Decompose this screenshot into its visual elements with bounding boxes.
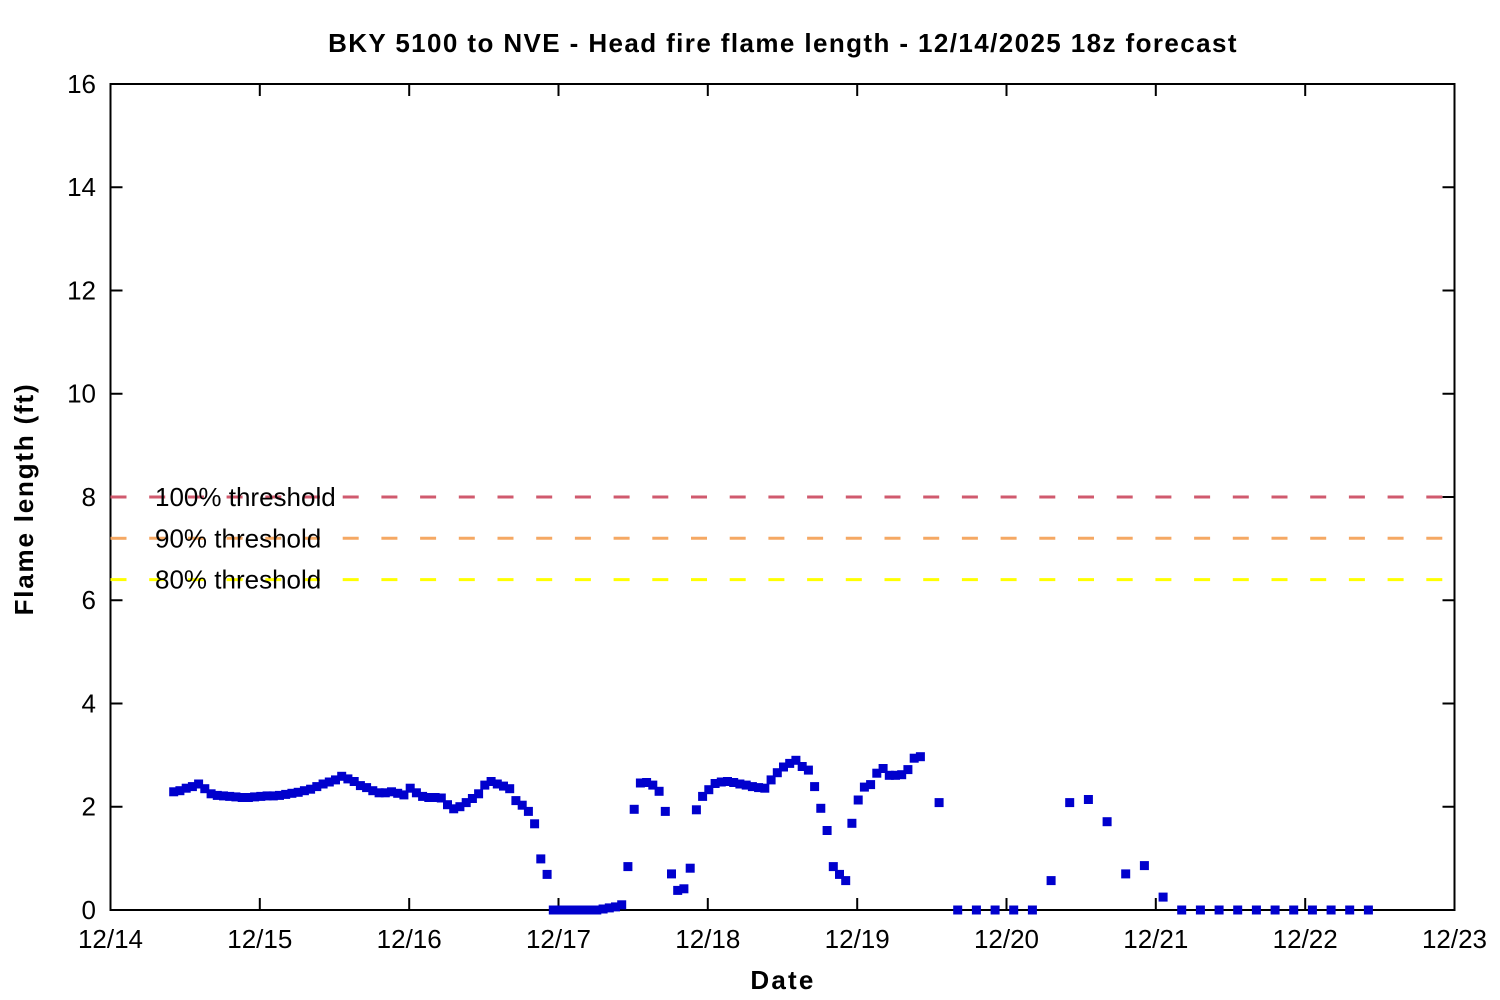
svg-text:12/22: 12/22 [1273, 924, 1338, 954]
svg-text:90% threshold: 90% threshold [155, 523, 321, 553]
svg-text:12/23: 12/23 [1422, 924, 1487, 954]
svg-text:12: 12 [67, 275, 96, 305]
svg-text:6: 6 [82, 585, 96, 615]
svg-text:12/20: 12/20 [974, 924, 1039, 954]
svg-text:12/18: 12/18 [675, 924, 740, 954]
svg-text:12/16: 12/16 [377, 924, 442, 954]
svg-text:BKY 5100 to NVE - Head fire fl: BKY 5100 to NVE - Head fire flame length… [328, 28, 1238, 58]
svg-text:12/19: 12/19 [825, 924, 890, 954]
svg-text:8: 8 [82, 482, 96, 512]
svg-text:Date: Date [750, 965, 815, 995]
svg-text:12/17: 12/17 [526, 924, 591, 954]
svg-text:100% threshold: 100% threshold [155, 482, 336, 512]
svg-text:10: 10 [67, 379, 96, 409]
svg-text:80% threshold: 80% threshold [155, 565, 321, 595]
svg-text:4: 4 [82, 688, 96, 718]
svg-text:0: 0 [82, 895, 96, 925]
svg-text:12/15: 12/15 [227, 924, 292, 954]
svg-text:14: 14 [67, 172, 96, 202]
svg-text:Flame length (ft): Flame length (ft) [9, 383, 39, 616]
svg-text:2: 2 [82, 792, 96, 822]
svg-text:12/14: 12/14 [78, 924, 143, 954]
svg-text:16: 16 [67, 69, 96, 99]
svg-text:12/21: 12/21 [1123, 924, 1188, 954]
